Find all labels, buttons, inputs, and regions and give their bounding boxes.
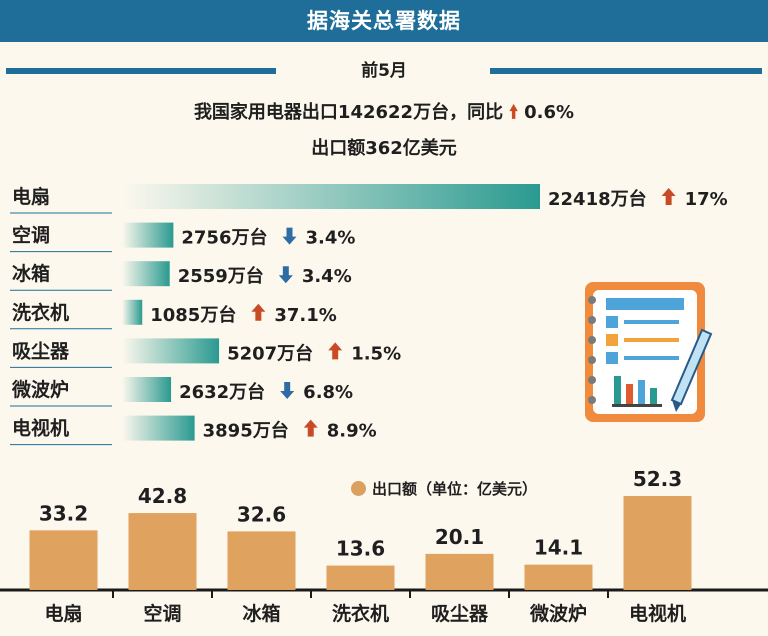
export-bar: [623, 496, 692, 590]
unit-change-label: 6.8%: [303, 382, 353, 403]
unit-bar: [122, 338, 220, 364]
up-arrow-icon: 🠙: [509, 102, 519, 123]
header-title: 据海关总署数据: [307, 9, 461, 33]
unit-value-label: 1085万台: [150, 304, 236, 326]
unit-bar: [122, 261, 170, 287]
summary-line-1: 我国家用电器出口142622万台，同比 🠙 0.6%: [0, 98, 768, 130]
left-rule: [6, 68, 276, 74]
export-category-label: 电视机: [629, 602, 686, 625]
period-label: 前5月: [361, 61, 407, 81]
export-category-label: 电扇: [44, 602, 82, 625]
unit-change-label: 17%: [685, 189, 728, 210]
unit-value-label: 2559万台: [178, 265, 264, 287]
summary-change: 0.6%: [524, 102, 575, 123]
export-value-label: 13.6: [336, 537, 385, 561]
unit-category-label: 吸尘器: [12, 340, 70, 362]
export-value-label: 20.1: [435, 525, 484, 549]
down-arrow-icon: [282, 227, 297, 245]
export-bar: [128, 513, 197, 590]
clipboard-icon: [585, 282, 713, 422]
export-bar: [29, 530, 98, 590]
export-value-label: 14.1: [534, 536, 583, 560]
unit-bar: [122, 299, 143, 325]
export-value-label: 52.3: [633, 467, 682, 491]
right-rule: [490, 68, 762, 74]
unit-category-label: 电扇: [12, 185, 50, 208]
export-bar: [227, 531, 296, 590]
unit-bar: [122, 184, 540, 209]
unit-value-label: 2756万台: [181, 227, 267, 249]
unit-category-label: 电视机: [12, 417, 69, 440]
summary-prefix: 我国家用电器出口142622万台，同比: [193, 102, 504, 123]
export-bar: [425, 553, 494, 590]
up-arrow-icon: [328, 342, 343, 360]
down-arrow-icon: [280, 382, 295, 399]
up-arrow-icon: [303, 419, 318, 437]
unit-export-bar-chart: 电扇 22418万台 17% 空调 2756万台 3.4% 冰箱 2559万台 3.4% 洗衣机 1…: [10, 184, 728, 446]
export-value-label: 33.2: [39, 501, 88, 525]
export-bar: [524, 564, 593, 590]
unit-change-label: 1.5%: [351, 343, 401, 364]
export-category-label: 吸尘器: [431, 603, 489, 625]
unit-change-label: 8.9%: [327, 421, 377, 442]
unit-value-label: 5207万台: [227, 342, 313, 364]
unit-category-label: 洗衣机: [12, 301, 69, 324]
unit-value-label: 22418万台: [548, 188, 647, 210]
unit-bar: [122, 415, 195, 441]
export-legend: 出口额（单位：亿美元）: [351, 478, 537, 499]
export-category-label: 微波炉: [529, 602, 587, 625]
export-bar: [326, 565, 395, 590]
unit-category-label: 空调: [12, 224, 50, 247]
header-banner: 据海关总署数据: [0, 0, 768, 42]
unit-change-label: 3.4%: [302, 266, 352, 287]
legend-swatch: [351, 481, 366, 496]
unit-change-label: 3.4%: [305, 228, 355, 249]
up-arrow-icon: [661, 188, 676, 205]
unit-category-label: 微波炉: [11, 378, 69, 401]
summary-line-2: 出口额362亿美元: [311, 138, 457, 159]
unit-category-label: 冰箱: [12, 262, 50, 285]
down-arrow-icon: [278, 266, 293, 284]
export-category-label: 洗衣机: [332, 602, 389, 625]
unit-value-label: 3895万台: [203, 420, 289, 442]
export-category-label: 空调: [143, 602, 181, 625]
export-value-label: 42.8: [138, 484, 187, 508]
unit-value-label: 2632万台: [179, 381, 265, 403]
export-category-label: 冰箱: [242, 602, 280, 625]
unit-bar: [122, 222, 174, 248]
unit-bar: [122, 377, 172, 402]
up-arrow-icon: [251, 303, 266, 321]
unit-change-label: 37.1%: [274, 305, 336, 326]
legend-label: 出口额（单位：亿美元）: [372, 480, 538, 498]
export-value-label: 32.6: [237, 502, 286, 526]
